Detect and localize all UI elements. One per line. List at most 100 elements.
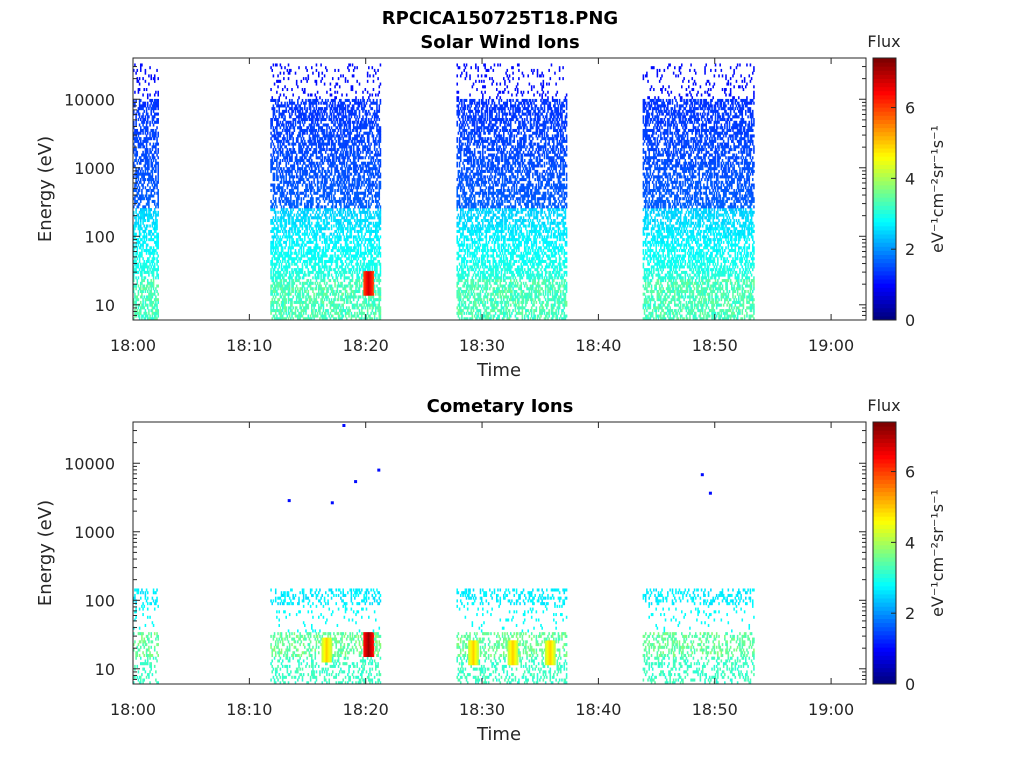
spectrogram-cell bbox=[144, 172, 147, 176]
spectrogram-cell bbox=[287, 235, 290, 239]
spectrogram-cell bbox=[273, 189, 276, 193]
spectrogram-cell bbox=[144, 68, 147, 72]
spectrogram-cell bbox=[274, 98, 277, 102]
spectrogram-cell bbox=[149, 229, 151, 233]
spectrogram-cell bbox=[134, 232, 136, 236]
spectrogram-cell bbox=[363, 311, 365, 315]
spectrogram-cell bbox=[285, 175, 287, 179]
spectrogram-cell bbox=[359, 238, 362, 242]
spectrogram-cell bbox=[311, 227, 313, 231]
spectrogram-cell bbox=[340, 270, 342, 274]
spectrogram-cell bbox=[350, 257, 353, 261]
spectrogram-cell bbox=[277, 249, 279, 253]
spectrogram-cell bbox=[272, 314, 275, 318]
spectrogram-cell bbox=[321, 240, 324, 244]
spectrogram-cell bbox=[355, 224, 357, 228]
spectrogram-cell bbox=[306, 158, 308, 163]
spectrogram-cell bbox=[287, 216, 290, 220]
spectrogram-cell bbox=[290, 292, 292, 296]
spectrogram-cell bbox=[151, 300, 154, 304]
spectrogram-cell bbox=[302, 180, 305, 184]
spectrogram-cell bbox=[276, 292, 278, 296]
spectrogram-cell bbox=[141, 243, 143, 247]
spectrogram-cell bbox=[271, 259, 274, 263]
spectrogram-cell bbox=[312, 112, 314, 116]
spectrogram-cell bbox=[334, 210, 336, 214]
spectrogram-cell bbox=[134, 246, 136, 250]
spectrogram-cell bbox=[344, 210, 347, 214]
spectrogram-cell bbox=[307, 164, 310, 168]
spectrogram-cell bbox=[139, 265, 142, 269]
spectrogram-cell bbox=[326, 107, 328, 111]
spectrogram-cell bbox=[271, 208, 274, 212]
spectrogram-cell bbox=[151, 251, 154, 255]
spectrogram-cell bbox=[134, 131, 136, 135]
spectrogram-cell bbox=[314, 303, 317, 307]
spectrogram-cell bbox=[143, 259, 146, 263]
spectrogram-cell bbox=[276, 126, 278, 130]
spectrogram-cell bbox=[316, 232, 319, 236]
spectrogram-cell bbox=[157, 238, 159, 242]
spectrogram-cell bbox=[270, 309, 272, 313]
spectrogram-cell bbox=[309, 238, 312, 242]
spectrogram-cell bbox=[133, 273, 135, 277]
spectrogram-cell bbox=[308, 257, 311, 261]
spectrogram-cell bbox=[276, 172, 278, 176]
spectrogram-cell bbox=[311, 205, 313, 209]
spectrogram-cell bbox=[155, 101, 157, 105]
spectrogram-cell bbox=[349, 158, 351, 163]
spectrogram-cell bbox=[281, 300, 284, 304]
spectrogram-cell bbox=[284, 66, 286, 70]
spectrogram-cell bbox=[338, 197, 341, 201]
spectrogram-cell bbox=[302, 281, 305, 285]
spectrogram-cell bbox=[302, 112, 305, 116]
spectrogram-cell bbox=[308, 262, 311, 266]
spectrogram-cell bbox=[306, 128, 308, 132]
spectrogram-cell bbox=[150, 109, 153, 113]
spectrogram-cell bbox=[274, 246, 277, 250]
spectrogram-cell bbox=[285, 156, 287, 160]
spectrogram-cell bbox=[338, 85, 341, 89]
spectrogram-cell bbox=[320, 224, 322, 228]
spectrogram-cell bbox=[278, 298, 280, 302]
spectrogram-cell bbox=[324, 314, 327, 318]
spectrogram-cell bbox=[357, 145, 360, 149]
spectrogram-cell bbox=[288, 298, 291, 302]
spectrogram-cell bbox=[300, 268, 303, 272]
spectrogram-cell bbox=[277, 317, 279, 321]
spectrogram-cell bbox=[312, 120, 314, 124]
spectrogram-cell bbox=[304, 153, 306, 157]
spectrogram-cell bbox=[331, 77, 334, 81]
spectrogram-cell bbox=[312, 289, 314, 294]
spectrogram-cell bbox=[329, 109, 332, 113]
spectrogram-cell bbox=[356, 213, 358, 217]
spectrogram-cell bbox=[297, 238, 299, 242]
spectrogram-cell bbox=[146, 101, 149, 105]
spectrogram-cell bbox=[280, 246, 283, 250]
spectrogram-cell bbox=[328, 175, 331, 179]
spectrogram-cell bbox=[280, 309, 283, 313]
spectrogram-cell bbox=[305, 205, 307, 209]
spectrogram-cell bbox=[302, 90, 305, 94]
spectrogram-cell bbox=[151, 120, 154, 124]
spectrogram-cell bbox=[355, 172, 357, 176]
spectrogram-cell bbox=[306, 183, 308, 187]
spectrogram-cell bbox=[345, 240, 348, 244]
spectrogram-cell bbox=[290, 246, 292, 250]
spectrogram-cell bbox=[285, 317, 287, 321]
spectrogram-cell bbox=[141, 213, 143, 217]
spectrogram-cell bbox=[363, 101, 365, 105]
spectrogram-cell bbox=[155, 213, 157, 217]
spectrogram-cell bbox=[304, 180, 306, 184]
spectrogram-cell bbox=[279, 93, 282, 97]
spectrogram-cell bbox=[150, 303, 153, 307]
spectrogram-cell bbox=[358, 134, 361, 138]
spectrogram-cell bbox=[276, 164, 278, 168]
spectrogram-cell bbox=[270, 273, 272, 277]
spectrogram-cell bbox=[291, 101, 293, 105]
spectrogram-cell bbox=[133, 265, 135, 269]
spectrogram-cell bbox=[343, 126, 346, 130]
spectrogram-cell bbox=[341, 178, 343, 182]
spectrogram-cell bbox=[352, 145, 355, 149]
spectrogram-cell bbox=[139, 216, 142, 220]
